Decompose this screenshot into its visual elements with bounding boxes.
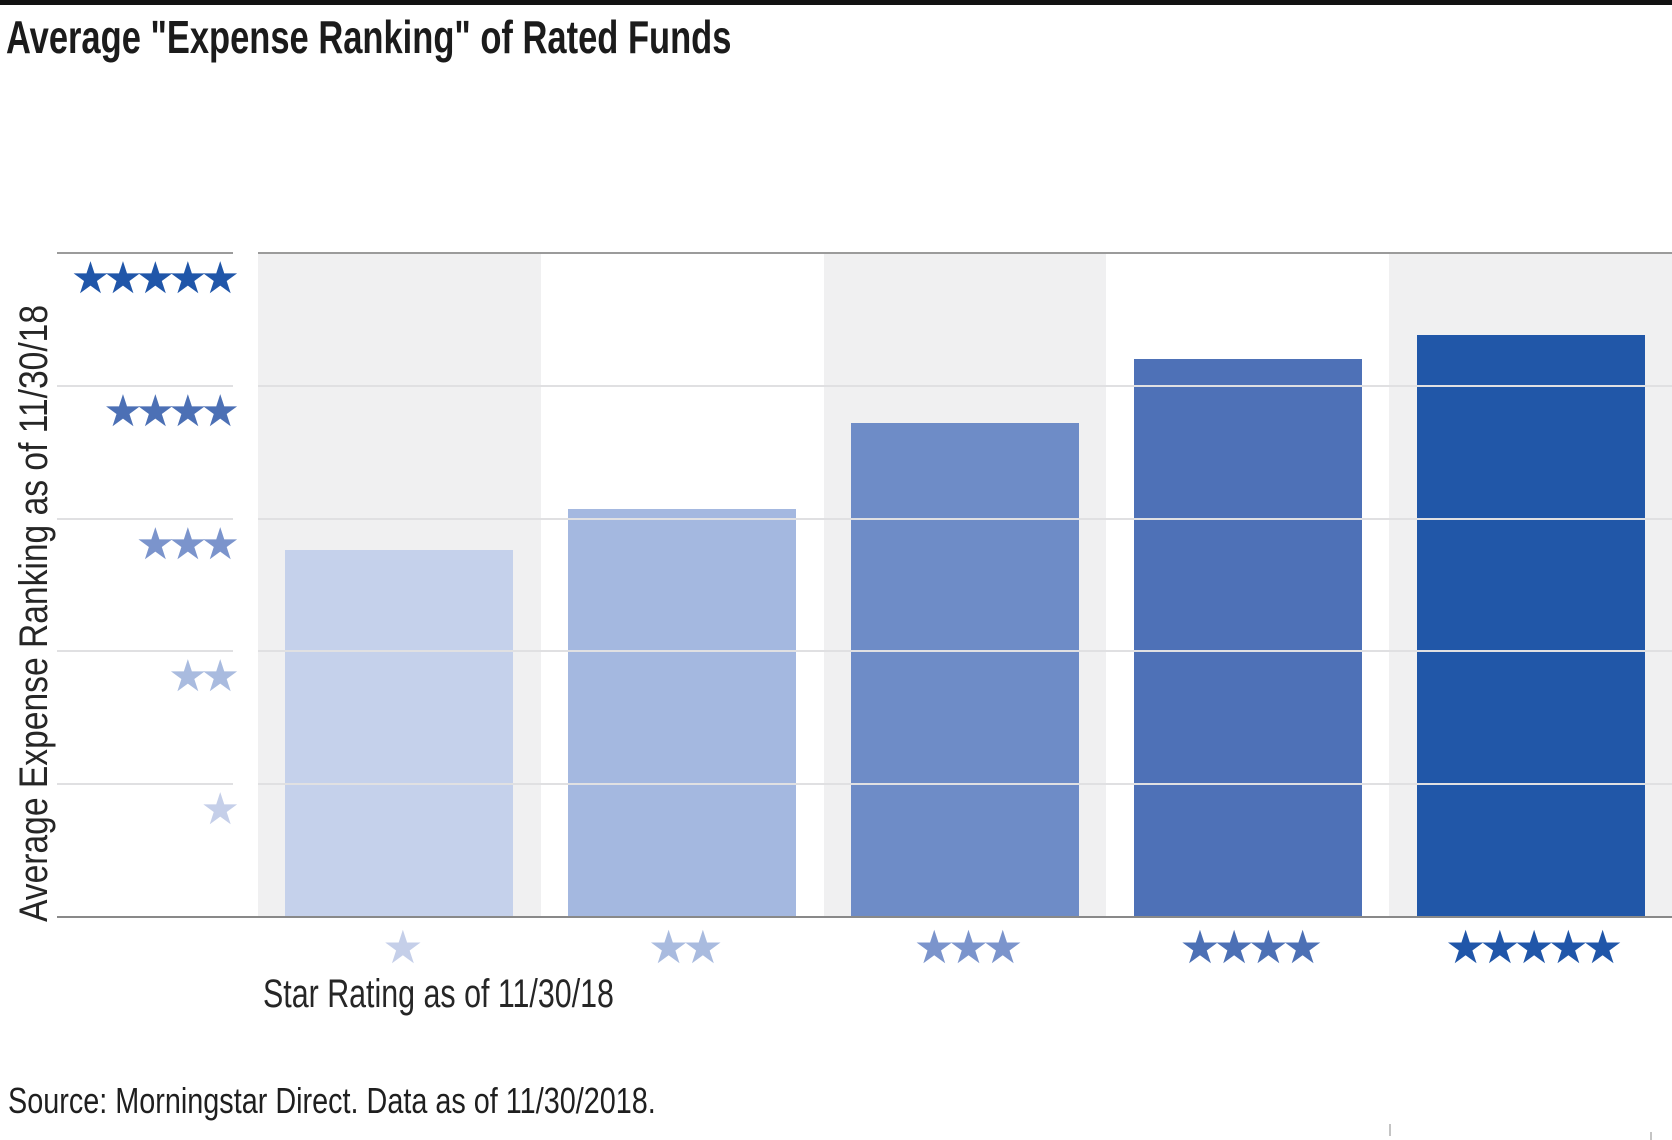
y-tick-5-star (57, 252, 233, 254)
x-category-star-icon-row-2: ★★ (647, 920, 723, 974)
gridline-1-star (258, 783, 1672, 786)
source-note: Source: Morningstar Direct. Data as of 1… (8, 1080, 656, 1121)
gridline-5-star (258, 252, 1672, 254)
x-category-star-icon-row-3: ★★★ (913, 920, 1024, 974)
plot-area (258, 253, 1672, 917)
gridline-4-star (258, 384, 1672, 387)
x-axis-line (57, 916, 1672, 918)
bar-4-star (1133, 359, 1362, 917)
x-category-star-icon-row-1: ★ (382, 920, 423, 974)
y-tick-1-star (57, 783, 233, 786)
bar-5-star (1416, 335, 1645, 917)
y-axis-label: Average Expense Ranking as of 11/30/18 (12, 304, 56, 922)
x-axis-label: Star Rating as of 11/30/18 (263, 972, 614, 1016)
page-artifact-mark (1389, 1124, 1391, 1136)
y-tick-2-star (57, 650, 233, 653)
y-tick-star-icon-row-4: ★★★★ (103, 385, 240, 437)
bar-2-star (568, 509, 797, 917)
gridline-3-star (258, 517, 1672, 520)
bar-1-star (285, 550, 514, 917)
y-tick-star-icon-row-3: ★★★ (135, 518, 240, 570)
x-category-star-icon-row-4: ★★★★ (1179, 920, 1323, 974)
top-rule (0, 0, 1672, 5)
gridline-2-star (258, 650, 1672, 653)
y-tick-star-icon-row-1: ★ (200, 784, 241, 836)
bar-3-star (851, 423, 1079, 917)
y-tick-star-icon-row-5: ★★★★★ (70, 253, 240, 304)
page-title: Average "Expense Ranking" of Rated Funds (6, 11, 732, 63)
x-category-star-icon-row-5: ★★★★★ (1444, 920, 1623, 974)
page-artifact-mark (1650, 1132, 1652, 1140)
y-tick-star-icon-row-2: ★★ (168, 651, 240, 703)
y-tick-3-star (57, 517, 233, 520)
y-tick-4-star (57, 384, 233, 387)
